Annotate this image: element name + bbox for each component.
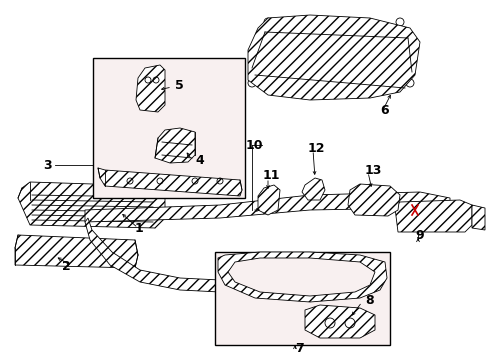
Polygon shape — [85, 218, 294, 292]
Polygon shape — [471, 205, 484, 230]
Polygon shape — [394, 200, 471, 232]
Text: 13: 13 — [364, 163, 382, 176]
Polygon shape — [305, 305, 374, 338]
Polygon shape — [85, 192, 449, 222]
Text: 12: 12 — [307, 141, 325, 154]
Polygon shape — [98, 168, 242, 196]
Text: 4: 4 — [195, 153, 203, 166]
Text: 11: 11 — [263, 168, 280, 181]
Polygon shape — [15, 235, 138, 268]
Polygon shape — [347, 184, 399, 216]
Polygon shape — [247, 15, 419, 100]
Text: 10: 10 — [245, 139, 263, 152]
Polygon shape — [155, 128, 195, 163]
Polygon shape — [136, 65, 164, 112]
Bar — [93, 58, 244, 198]
Text: 1: 1 — [135, 221, 143, 234]
Text: 8: 8 — [364, 293, 373, 306]
Polygon shape — [218, 252, 386, 302]
Polygon shape — [302, 178, 325, 200]
Text: 2: 2 — [62, 261, 71, 274]
Text: 9: 9 — [414, 229, 423, 242]
Polygon shape — [18, 182, 164, 228]
Polygon shape — [258, 185, 280, 215]
Text: 6: 6 — [379, 104, 388, 117]
Bar — [215, 252, 389, 345]
Text: 3: 3 — [43, 158, 52, 171]
Polygon shape — [227, 258, 374, 296]
Text: 5: 5 — [175, 78, 183, 91]
Text: 7: 7 — [294, 342, 303, 355]
